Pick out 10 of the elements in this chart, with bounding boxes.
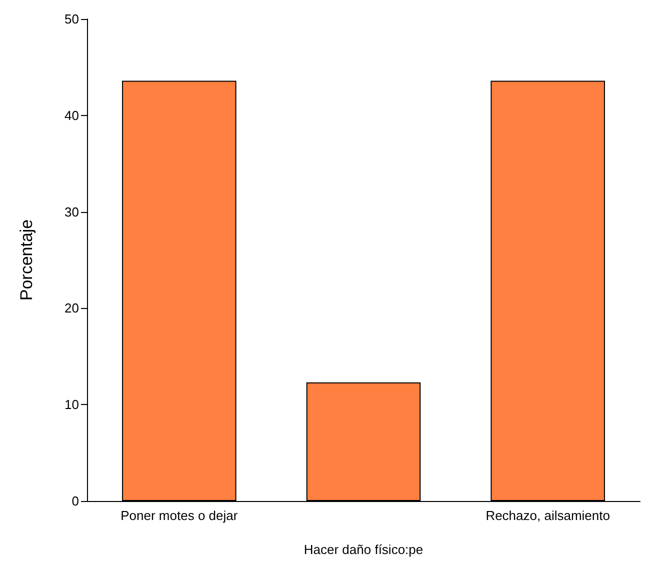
x-axis-title: Hacer daño físico:pe (304, 542, 424, 557)
x-tick-label: Rechazo, ailsamiento (486, 508, 610, 523)
y-tick-label: 50 (64, 12, 79, 26)
y-tick-label: 10 (64, 397, 79, 412)
y-tick-label: 20 (64, 300, 79, 316)
y-axis-title: Porcentaje (17, 219, 36, 301)
y-tick-label: 0 (72, 494, 79, 508)
y-tick-label: 30 (64, 204, 79, 220)
x-tick-label: Poner motes o dejar (120, 508, 238, 523)
y-tick-label: 40 (64, 108, 79, 123)
